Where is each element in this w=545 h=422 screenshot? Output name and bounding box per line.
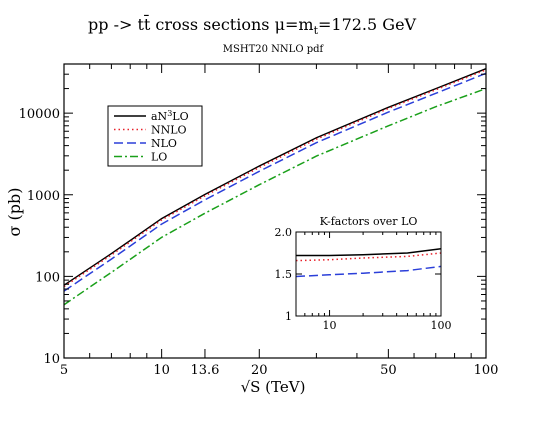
chart-title-main: pp -> tt̄ cross sections μ=m [88, 13, 314, 34]
legend-label-2: NLO [151, 137, 177, 150]
y-tick-label: 1000 [27, 189, 60, 204]
inset-x-tick-label: 10 [323, 319, 337, 332]
inset-series-line-1 [295, 252, 442, 262]
x-axis-label: √S (TeV) [241, 378, 306, 396]
x-tick-label: 5 [60, 363, 68, 378]
x-tick-label: 100 [474, 363, 499, 378]
inset-k-factor-plot: K-factors over LO 10 100 1 1.5 2.0 [275, 215, 452, 332]
y-tick-label: 10 [43, 352, 60, 367]
inset-series-line-0 [296, 248, 442, 257]
legend-label-1: NNLO [151, 124, 187, 137]
series-line-3 [63, 87, 487, 306]
series-line-0 [63, 68, 487, 286]
inset-y-tick-label: 1 [285, 310, 292, 323]
y-axis-label: σ (pb) [5, 188, 24, 237]
inset-y-tick-label: 1.5 [275, 268, 293, 281]
chart-title-tail: =172.5 GeV [318, 15, 417, 34]
main-plot-frame [63, 63, 487, 359]
inset-title: K-factors over LO [320, 215, 418, 228]
inset-y-tick-label: 2.0 [275, 226, 293, 239]
x-tick-label: 50 [380, 363, 397, 378]
legend-label-0: aN3LO [151, 109, 189, 123]
inset-background [296, 232, 441, 316]
inset-series-line-2 [295, 265, 442, 278]
chart-title-subscript: t [314, 24, 319, 37]
y-tick-label: 100 [35, 270, 60, 285]
x-tick-label: 13.6 [190, 363, 219, 378]
series-line-2 [63, 72, 487, 292]
series-line-1 [63, 69, 487, 288]
x-tick-label: 10 [153, 363, 170, 378]
chart-title: pp -> tt̄ cross sections μ=mt=172.5 GeV [88, 13, 417, 37]
legend-label-3: LO [151, 151, 167, 164]
chart-subtitle: MSHT20 NNLO pdf [223, 44, 325, 55]
y-tick-label: 10000 [19, 107, 60, 122]
chart-title-group: pp -> tt̄ cross sections μ=mt=172.5 GeV … [88, 13, 417, 55]
main-plot [63, 68, 487, 306]
inset-x-tick-label: 100 [431, 319, 452, 332]
x-tick-label: 20 [251, 363, 268, 378]
